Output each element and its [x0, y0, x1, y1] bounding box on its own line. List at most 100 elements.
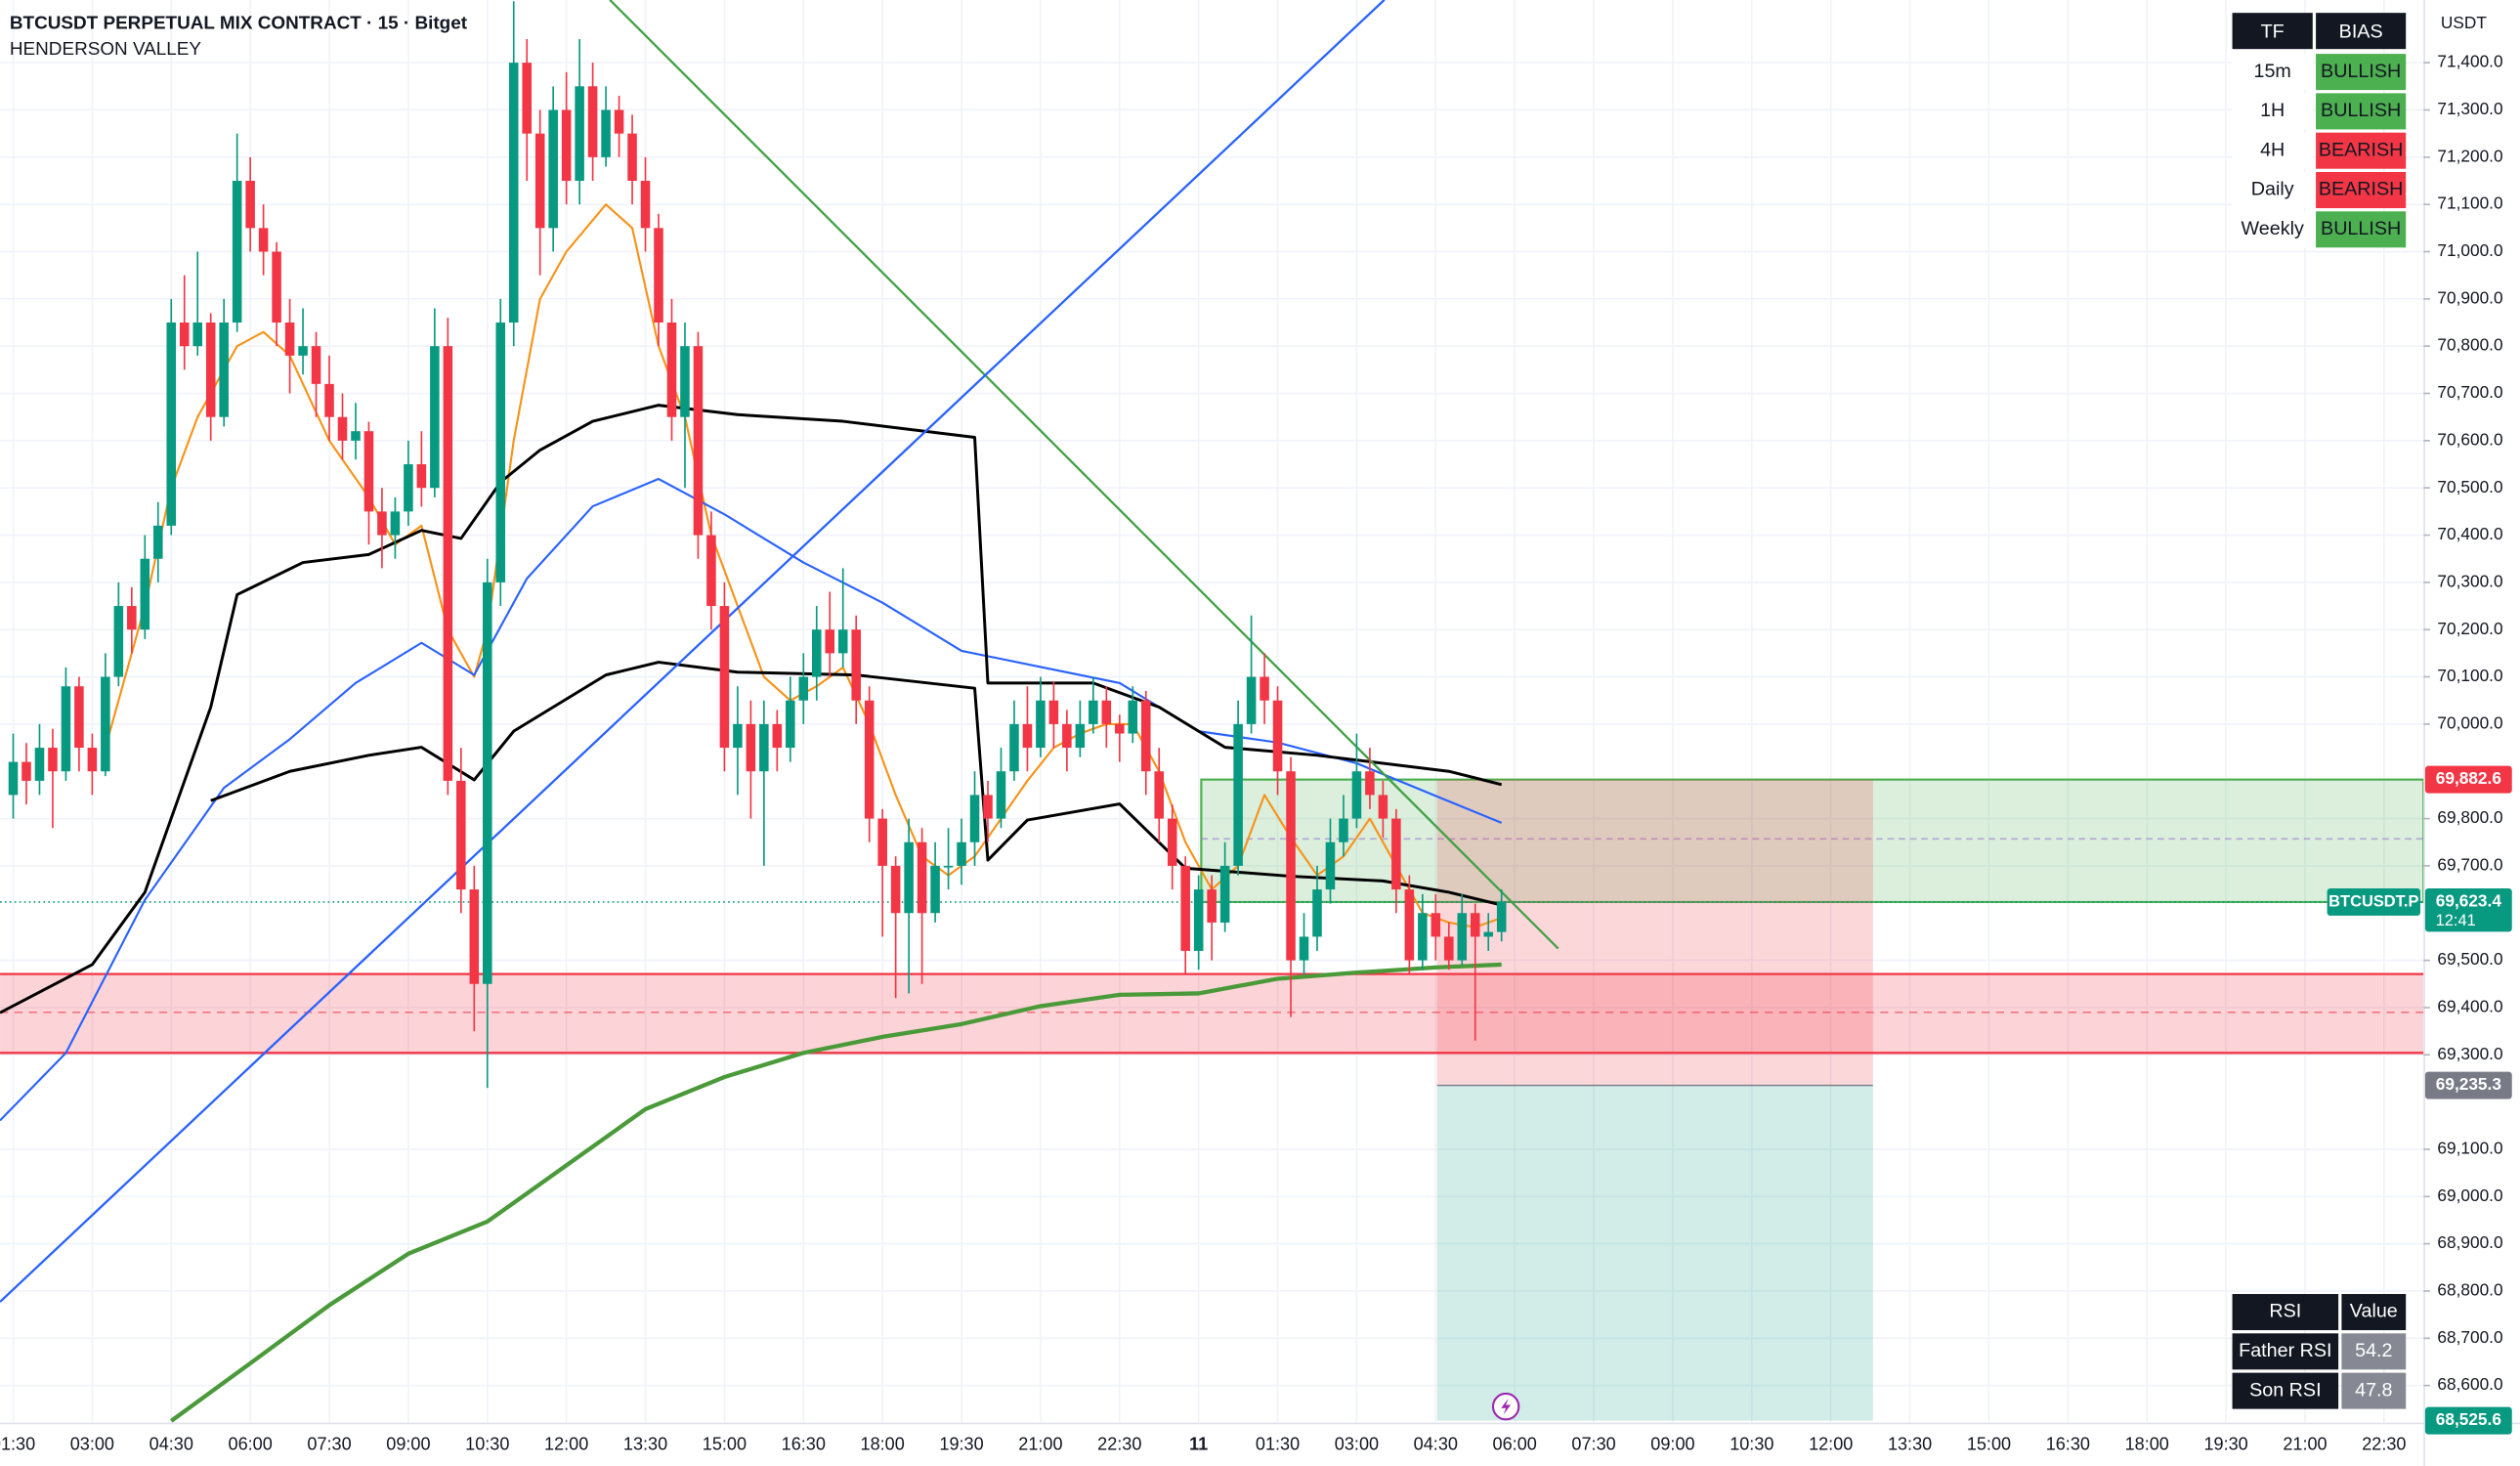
candle-body	[1233, 723, 1243, 866]
candle-body	[627, 133, 637, 181]
timeframe: 4H	[2260, 139, 2285, 160]
table-header: BIAS	[2339, 22, 2383, 43]
candle-body	[1351, 771, 1362, 819]
candle-body	[1140, 700, 1151, 772]
x-tick-label: 12:00	[544, 1434, 588, 1453]
x-tick-label: 01:30	[1256, 1434, 1300, 1453]
candle-body	[258, 228, 269, 252]
bias-cell	[2316, 93, 2407, 130]
candle-body	[890, 865, 901, 914]
y-tick-label: 68,600.0	[2437, 1374, 2502, 1394]
y-tick-label: 70,800.0	[2437, 335, 2502, 355]
candle-body	[640, 180, 651, 229]
candle-body	[693, 346, 704, 536]
candle-body	[232, 180, 242, 323]
candle-body	[272, 251, 281, 323]
x-tick-label: 13:30	[1888, 1434, 1932, 1453]
x-tick-label: 06:00	[1493, 1434, 1537, 1453]
x-tick-label: 04:30	[1414, 1434, 1458, 1453]
candle-body	[1128, 700, 1138, 734]
candle-body	[113, 606, 124, 677]
y-tick-label: 70,100.0	[2437, 666, 2502, 685]
rsi-value: 47.8	[2355, 1379, 2392, 1401]
x-tick-label: 18:00	[861, 1434, 905, 1453]
table-cell	[2232, 211, 2313, 248]
table-cell	[2232, 171, 2313, 208]
candle-body	[205, 323, 216, 417]
timeframe: Daily	[2251, 179, 2294, 200]
candle-body	[416, 464, 427, 489]
x-tick-label: 22:30	[1097, 1434, 1141, 1453]
candle-body	[943, 865, 954, 868]
trendline	[0, 0, 1386, 1303]
candle-body	[733, 723, 743, 749]
y-tick-label: 71,100.0	[2437, 194, 2502, 213]
table-header-cell	[2316, 13, 2407, 50]
candle-body	[1167, 818, 1177, 866]
candle-body	[363, 431, 374, 512]
candle-body	[351, 431, 361, 441]
lightning-icon[interactable]	[1491, 1392, 1520, 1421]
table-header-cell	[2232, 13, 2313, 50]
candle-body	[337, 416, 348, 441]
timeframe: Weekly	[2242, 218, 2304, 239]
candle-body	[522, 63, 532, 134]
icon-bolt	[1501, 1398, 1512, 1415]
candle-body	[851, 629, 861, 701]
candle-body	[1286, 771, 1296, 961]
x-tick-label: 01:30	[0, 1434, 35, 1453]
y-tick-label: 71,300.0	[2437, 99, 2502, 118]
candle-body	[179, 323, 190, 347]
chart-title: BTCUSDT PERPETUAL MIX CONTRACT · 15 · Bi…	[10, 14, 468, 34]
y-tick-label: 70,600.0	[2437, 429, 2502, 449]
candle-body	[430, 346, 440, 489]
symbol-label-bg	[2327, 887, 2420, 916]
candle-body	[1219, 865, 1230, 923]
candle-body	[1260, 676, 1269, 701]
candle-body	[575, 86, 584, 181]
candle-body	[534, 133, 545, 229]
y-tick-label: 68,800.0	[2437, 1280, 2502, 1300]
x-tick-label: 11	[1189, 1434, 1208, 1453]
candle-body	[284, 323, 295, 356]
y-tick-label: 69,400.0	[2437, 996, 2502, 1015]
candle-body	[456, 780, 466, 890]
candle-body	[1496, 901, 1507, 932]
table-header: TF	[2261, 22, 2285, 43]
candle-body	[1048, 700, 1059, 724]
candles	[8, 1, 1507, 1089]
price-label: 69,882.6	[2436, 768, 2501, 788]
candle-body	[680, 346, 690, 417]
bias-cell	[2316, 171, 2407, 208]
rsi-name: Son RSI	[2249, 1379, 2321, 1401]
candle-body	[443, 346, 453, 781]
y-tick-label: 71,200.0	[2437, 146, 2502, 165]
candle-body	[166, 323, 177, 526]
table-header-cell	[2341, 1294, 2407, 1331]
candle-body	[1272, 700, 1283, 772]
candle-body	[1009, 723, 1019, 772]
candle-body	[719, 606, 730, 749]
candle-body	[1193, 889, 1204, 951]
table-cell	[2232, 1372, 2339, 1409]
candle-body	[548, 109, 558, 229]
x-tick-label: 03:00	[1335, 1434, 1379, 1453]
candle-body	[61, 686, 71, 772]
candle-body	[311, 346, 321, 384]
candle-body	[1418, 913, 1428, 961]
candle-body	[245, 180, 255, 229]
candle-body	[759, 723, 769, 772]
chart-subtitle: HENDERSON VALLEY	[10, 39, 202, 60]
candle-body	[983, 795, 993, 819]
candle-body	[101, 676, 110, 772]
x-tick-label: 21:00	[1018, 1434, 1062, 1453]
y-tick-label: 70,500.0	[2437, 477, 2502, 496]
candle-body	[969, 795, 980, 842]
axes: 71,400.0 71,300.0 71,200.0 71,100.0 71,000.0…	[0, 52, 2512, 1453]
table-cell	[2232, 54, 2313, 91]
candle-body	[1312, 889, 1322, 937]
y-tick-label: 70,200.0	[2437, 619, 2502, 638]
candle-body	[1299, 936, 1309, 961]
x-tick-label: 03:00	[70, 1434, 114, 1453]
